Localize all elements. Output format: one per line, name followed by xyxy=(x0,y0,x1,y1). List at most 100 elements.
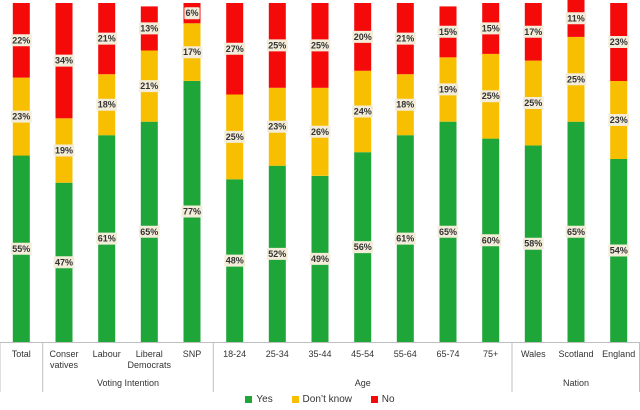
legend-item-no: No xyxy=(370,394,395,405)
data-label-dont-know-6: 23% xyxy=(268,122,286,132)
data-label-dont-know-1: 19% xyxy=(55,146,73,156)
data-label-yes-13: 65% xyxy=(567,227,585,237)
category-label-12: Wales xyxy=(521,349,546,359)
data-label-bg-no-6 xyxy=(266,39,288,52)
category-label-9: 55-64 xyxy=(394,349,417,359)
data-label-bg-no-12 xyxy=(522,25,544,38)
data-label-bg-dont-know-8 xyxy=(352,105,374,118)
data-label-no-10: 15% xyxy=(439,27,457,37)
data-label-dont-know-3: 21% xyxy=(140,81,158,91)
data-label-bg-dont-know-13 xyxy=(565,73,587,86)
data-label-no-3: 13% xyxy=(140,23,158,33)
legend-label-dont-know: Don’t know xyxy=(302,394,352,405)
data-label-bg-dont-know-14 xyxy=(608,114,630,126)
category-label-1: Conser vatives xyxy=(49,349,78,370)
data-label-bg-no-5 xyxy=(224,42,246,55)
group-label-2: Age xyxy=(355,378,371,388)
category-label-2: Labour xyxy=(93,349,121,359)
category-label-13: Scotland xyxy=(558,349,593,359)
data-label-no-4: 6% xyxy=(185,8,198,18)
data-label-bg-yes-3 xyxy=(138,225,160,238)
data-label-bg-no-13 xyxy=(565,12,587,25)
legend-label-no: No xyxy=(381,394,395,405)
data-label-yes-12: 58% xyxy=(524,239,542,249)
data-label-bg-dont-know-11 xyxy=(480,90,502,103)
data-label-yes-14: 54% xyxy=(610,246,628,256)
data-label-dont-know-5: 25% xyxy=(226,132,244,142)
group-label-3: Nation xyxy=(563,378,589,388)
category-label-4: SNP xyxy=(183,349,202,359)
data-label-bg-dont-know-0 xyxy=(10,110,32,123)
data-label-bg-yes-1 xyxy=(53,256,75,269)
category-label-6: 25-34 xyxy=(266,349,289,359)
data-label-bg-yes-8 xyxy=(352,241,374,254)
data-label-dont-know-8: 24% xyxy=(354,107,372,117)
data-label-yes-6: 52% xyxy=(268,249,286,259)
data-label-no-9: 21% xyxy=(396,34,414,44)
data-label-bg-no-14 xyxy=(608,36,630,48)
data-label-dont-know-11: 25% xyxy=(482,91,500,101)
data-label-yes-4: 77% xyxy=(183,207,201,217)
legend-label-yes: Yes xyxy=(256,394,273,405)
data-label-dont-know-4: 17% xyxy=(183,47,201,57)
data-label-bg-yes-14 xyxy=(608,244,630,257)
legend-swatch-dont-know xyxy=(291,395,299,403)
data-label-no-12: 17% xyxy=(524,27,542,37)
data-label-yes-5: 48% xyxy=(226,256,244,266)
data-label-yes-11: 60% xyxy=(482,235,500,245)
data-label-no-8: 20% xyxy=(354,32,372,42)
data-label-yes-10: 65% xyxy=(439,227,457,237)
data-label-bg-yes-6 xyxy=(266,247,288,260)
data-label-no-7: 25% xyxy=(311,40,329,50)
data-label-bg-dont-know-3 xyxy=(138,80,160,93)
data-label-bg-yes-0 xyxy=(10,242,32,255)
category-label-11: 75+ xyxy=(483,349,498,359)
group-label-1: Voting Intention xyxy=(97,378,159,388)
data-label-bg-yes-2 xyxy=(96,232,118,245)
data-label-bg-no-0 xyxy=(10,34,32,47)
data-label-no-11: 15% xyxy=(482,23,500,33)
data-label-dont-know-12: 25% xyxy=(524,98,542,108)
category-label-0: Total xyxy=(12,349,31,359)
data-label-no-0: 22% xyxy=(12,35,30,45)
data-label-bg-yes-12 xyxy=(522,237,544,250)
category-label-14: England xyxy=(602,349,635,359)
data-label-dont-know-0: 23% xyxy=(12,112,30,122)
legend-item-yes: Yes xyxy=(245,394,273,405)
data-label-bg-dont-know-5 xyxy=(224,130,246,143)
data-label-bg-no-11 xyxy=(480,22,502,35)
data-label-bg-no-9 xyxy=(394,32,416,45)
data-label-dont-know-14: 23% xyxy=(610,115,628,125)
data-label-dont-know-13: 25% xyxy=(567,74,585,84)
stacked-bar-chart: 55% 23% 22% 47% 19% 34% 61% 18% 21% 65% 21% 13% 77% 1… xyxy=(0,0,640,392)
data-label-bg-dont-know-1 xyxy=(53,144,75,157)
data-label-yes-8: 56% xyxy=(354,242,372,252)
data-label-bg-dont-know-2 xyxy=(96,98,118,111)
legend-item-dont-know: Don’t know xyxy=(291,394,352,405)
data-label-bg-no-2 xyxy=(96,32,118,45)
data-label-bg-no-3 xyxy=(138,22,160,35)
data-label-yes-7: 49% xyxy=(311,254,329,264)
data-label-bg-yes-9 xyxy=(394,232,416,245)
data-label-dont-know-9: 18% xyxy=(396,100,414,110)
data-label-no-1: 34% xyxy=(55,56,73,66)
data-label-bg-yes-7 xyxy=(309,252,331,265)
data-label-bg-no-10 xyxy=(437,25,459,38)
data-label-bg-dont-know-10 xyxy=(437,83,459,96)
data-label-bg-yes-13 xyxy=(565,225,587,238)
data-label-dont-know-10: 19% xyxy=(439,84,457,94)
data-label-bg-yes-4 xyxy=(181,205,203,218)
data-label-bg-dont-know-7 xyxy=(309,125,331,138)
data-label-bg-dont-know-9 xyxy=(394,98,416,111)
data-label-bg-no-1 xyxy=(53,54,75,67)
data-label-bg-yes-11 xyxy=(480,234,502,247)
data-label-no-6: 25% xyxy=(268,40,286,50)
legend-swatch-no xyxy=(370,395,378,403)
legend-swatch-yes xyxy=(245,395,253,403)
category-label-8: 45-54 xyxy=(351,349,374,359)
data-label-no-5: 27% xyxy=(226,44,244,54)
data-label-yes-2: 61% xyxy=(98,234,116,244)
data-label-bg-dont-know-12 xyxy=(522,97,544,109)
data-label-no-13: 11% xyxy=(567,13,585,23)
data-label-bg-yes-10 xyxy=(437,225,459,238)
